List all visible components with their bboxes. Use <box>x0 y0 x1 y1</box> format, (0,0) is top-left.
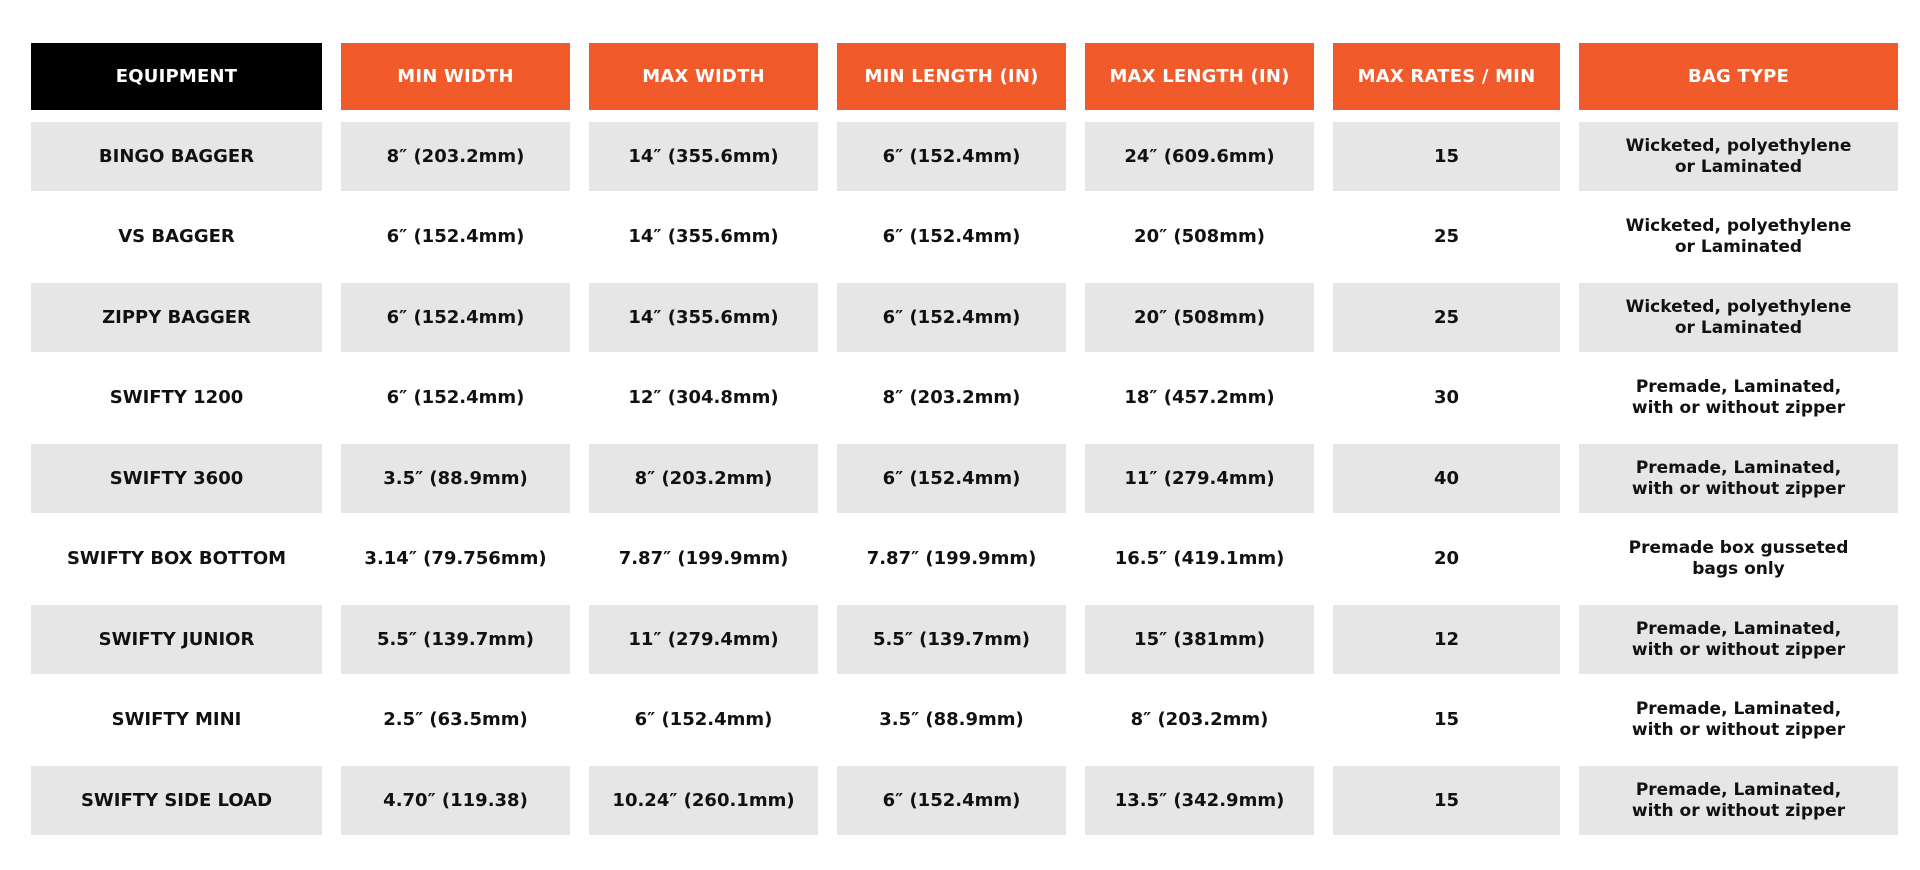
cell-bag-type: Premade, Laminated, with or without zippe… <box>1579 766 1898 835</box>
cell-max-length: 24″ (609.6mm) <box>1085 122 1314 191</box>
bag-type-line: Wicketed, polyethylene <box>1625 135 1852 156</box>
cell-min-width: 3.5″ (88.9mm) <box>341 444 570 513</box>
cell-bag-type: Wicketed, polyethylene or Laminated <box>1579 203 1898 272</box>
cell-equipment: SWIFTY BOX BOTTOM <box>66 548 287 569</box>
cell-min-length: 8″ (203.2mm) <box>882 387 1021 408</box>
cell-max-length: 15″ (381mm) <box>1085 605 1314 674</box>
cell-equipment: SWIFTY 1200 <box>109 387 244 408</box>
cell-max-rates: 12 <box>1333 605 1560 674</box>
cell-bag-type: Premade, Laminated, with or without zippe… <box>1579 364 1898 433</box>
bag-type-line: Premade, Laminated, <box>1635 779 1842 800</box>
header-bag-type: BAG TYPE <box>1579 43 1898 110</box>
cell-equipment: SWIFTY SIDE LOAD <box>31 766 322 835</box>
cell-equipment: SWIFTY JUNIOR <box>31 605 322 674</box>
bag-type-line: Premade, Laminated, <box>1635 618 1842 639</box>
cell-max-width: 12″ (304.8mm) <box>628 387 779 408</box>
cell-min-width: 4.70″ (119.38) <box>341 766 570 835</box>
cell-max-width: 6″ (152.4mm) <box>634 709 773 730</box>
bag-type-text: Premade, Laminated, with or without zippe… <box>1632 619 1845 661</box>
bag-type-line: Premade, Laminated, <box>1635 699 1842 719</box>
cell-max-length: 8″ (203.2mm) <box>1130 709 1269 730</box>
cell-max-length: 18″ (457.2mm) <box>1124 387 1275 408</box>
cell-max-rates: 25 <box>1433 226 1460 247</box>
cell-max-width: 8″ (203.2mm) <box>589 444 818 513</box>
cell-max-width: 14″ (355.6mm) <box>628 226 779 247</box>
cell-bag-type: Wicketed, polyethylene or Laminated <box>1579 283 1898 352</box>
bag-type-line: or Laminated <box>1674 156 1803 177</box>
cell-max-length: 16.5″ (419.1mm) <box>1114 548 1285 569</box>
header-max-length: MAX LENGTH (IN) <box>1085 43 1314 110</box>
cell-min-length: 6″ (152.4mm) <box>882 226 1021 247</box>
cell-max-length: 11″ (279.4mm) <box>1085 444 1314 513</box>
cell-max-rates: 25 <box>1333 283 1560 352</box>
header-min-width: MIN WIDTH <box>341 43 570 110</box>
bag-type-text: Premade box gusseted bags only <box>1629 538 1849 580</box>
cell-max-rates: 15 <box>1333 122 1560 191</box>
header-min-length: MIN LENGTH (IN) <box>837 43 1066 110</box>
cell-max-width: 14″ (355.6mm) <box>589 122 818 191</box>
bag-type-text: Premade, Laminated, with or without zippe… <box>1632 699 1845 741</box>
cell-min-length: 3.5″ (88.9mm) <box>879 709 1024 730</box>
cell-max-width: 10.24″ (260.1mm) <box>589 766 818 835</box>
cell-bag-type: Wicketed, polyethylene or Laminated <box>1579 122 1898 191</box>
bag-type-line: Premade, Laminated, <box>1635 377 1842 397</box>
bag-type-line: with or without zipper <box>1631 800 1846 821</box>
cell-min-length: 6″ (152.4mm) <box>837 122 1066 191</box>
cell-equipment: BINGO BAGGER <box>31 122 322 191</box>
bag-type-line: with or without zipper <box>1631 720 1846 740</box>
cell-equipment: SWIFTY 3600 <box>31 444 322 513</box>
cell-min-width: 5.5″ (139.7mm) <box>341 605 570 674</box>
cell-min-length: 7.87″ (199.9mm) <box>866 548 1037 569</box>
cell-max-width: 11″ (279.4mm) <box>589 605 818 674</box>
cell-min-length: 5.5″ (139.7mm) <box>837 605 1066 674</box>
bag-type-line: or Laminated <box>1674 237 1803 257</box>
bag-type-text: Wicketed, polyethylene or Laminated <box>1626 216 1852 258</box>
bag-type-text: Wicketed, polyethylene or Laminated <box>1626 297 1852 339</box>
bag-type-text: Premade, Laminated, with or without zippe… <box>1632 377 1845 419</box>
cell-bag-type: Premade box gusseted bags only <box>1579 525 1898 594</box>
equipment-spec-table: EQUIPMENT MIN WIDTH MAX WIDTH MIN LENGTH (I… <box>31 43 1898 847</box>
cell-max-length: 20″ (508mm) <box>1085 283 1314 352</box>
cell-bag-type: Premade, Laminated, with or without zippe… <box>1579 605 1898 674</box>
header-equipment: EQUIPMENT <box>31 43 322 110</box>
cell-max-rates: 15 <box>1433 709 1460 730</box>
cell-max-length: 13.5″ (342.9mm) <box>1085 766 1314 835</box>
cell-equipment: SWIFTY MINI <box>111 709 242 730</box>
cell-max-rates: 15 <box>1333 766 1560 835</box>
cell-min-width: 6″ (152.4mm) <box>386 226 525 247</box>
cell-max-rates: 20 <box>1433 548 1460 569</box>
cell-max-rates: 30 <box>1433 387 1460 408</box>
bag-type-line: Wicketed, polyethylene <box>1625 296 1852 317</box>
cell-max-width: 7.87″ (199.9mm) <box>618 548 789 569</box>
bag-type-line: Wicketed, polyethylene <box>1625 216 1852 236</box>
bag-type-line: Premade, Laminated, <box>1635 457 1842 478</box>
bag-type-line: or Laminated <box>1674 317 1803 338</box>
bag-type-line: bags only <box>1692 559 1785 579</box>
cell-min-length: 6″ (152.4mm) <box>837 444 1066 513</box>
bag-type-text: Wicketed, polyethylene or Laminated <box>1626 136 1852 178</box>
cell-max-length: 20″ (508mm) <box>1134 226 1265 247</box>
cell-equipment: ZIPPY BAGGER <box>31 283 322 352</box>
cell-min-width: 6″ (152.4mm) <box>386 387 525 408</box>
cell-max-rates: 40 <box>1333 444 1560 513</box>
cell-min-length: 6″ (152.4mm) <box>837 283 1066 352</box>
cell-min-length: 6″ (152.4mm) <box>837 766 1066 835</box>
bag-type-text: Premade, Laminated, with or without zippe… <box>1632 780 1845 822</box>
header-max-width: MAX WIDTH <box>589 43 818 110</box>
bag-type-line: Premade box gusseted <box>1628 538 1849 558</box>
bag-type-line: with or without zipper <box>1631 639 1846 660</box>
cell-min-width: 2.5″ (63.5mm) <box>383 709 528 730</box>
cell-min-width: 8″ (203.2mm) <box>341 122 570 191</box>
cell-min-width: 6″ (152.4mm) <box>341 283 570 352</box>
cell-bag-type: Premade, Laminated, with or without zippe… <box>1579 686 1898 755</box>
header-max-rates: MAX RATES / MIN <box>1333 43 1560 110</box>
cell-min-width: 3.14″ (79.756mm) <box>364 548 547 569</box>
cell-bag-type: Premade, Laminated, with or without zippe… <box>1579 444 1898 513</box>
cell-equipment: VS BAGGER <box>118 226 235 247</box>
cell-max-width: 14″ (355.6mm) <box>589 283 818 352</box>
bag-type-text: Premade, Laminated, with or without zippe… <box>1632 458 1845 500</box>
bag-type-line: with or without zipper <box>1631 398 1846 418</box>
bag-type-line: with or without zipper <box>1631 478 1846 499</box>
